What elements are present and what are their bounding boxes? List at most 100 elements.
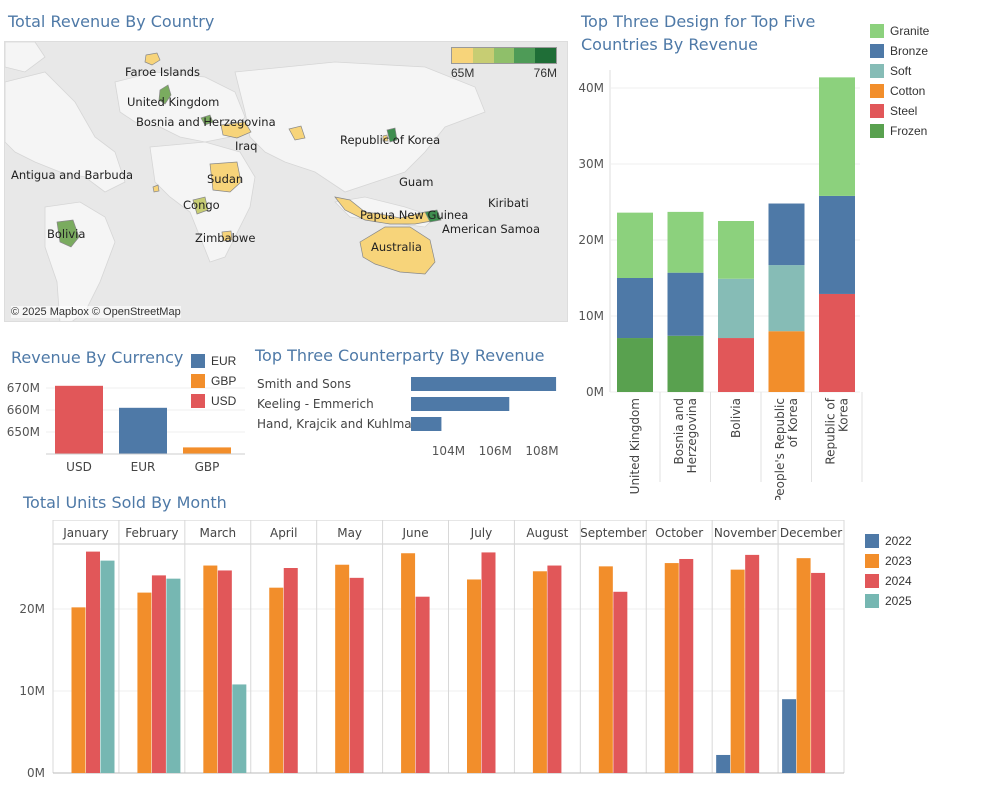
counterparty-label: Smith and Sons: [257, 377, 351, 391]
units-bar-2024[interactable]: [283, 568, 298, 773]
units-bar-2024[interactable]: [86, 551, 100, 773]
currency-bar-gbp[interactable]: [183, 447, 231, 454]
units-bar-2024[interactable]: [679, 558, 694, 773]
design-xtick: Korea: [837, 398, 851, 432]
design-legend-item-frozen[interactable]: Frozen: [870, 123, 927, 139]
legend-step-3: [493, 48, 515, 63]
map-area[interactable]: 65M 76M Faroe Islands United Kingdom Bos…: [4, 41, 568, 322]
map-attribution[interactable]: © 2025 Mapbox © OpenStreetMap: [11, 306, 181, 318]
currency-legend-item-label: EUR: [211, 354, 237, 368]
design-legend-item-bronze[interactable]: Bronze: [870, 43, 928, 59]
design-legend-item-steel[interactable]: Steel: [870, 103, 917, 119]
world-map[interactable]: [5, 42, 568, 322]
design-bar-bronze[interactable]: [819, 195, 855, 294]
design-bar-soft[interactable]: [768, 265, 805, 332]
design-xtick: United Kingdom: [628, 398, 642, 494]
units-bar-2023[interactable]: [730, 569, 745, 773]
units-legend-item-2023[interactable]: 2023: [865, 553, 912, 569]
design-bar-bronze[interactable]: [768, 203, 805, 266]
currency-legend-item-gbp[interactable]: GBP: [191, 373, 236, 389]
design-bar-steel[interactable]: [819, 293, 855, 392]
design-bar-bronze[interactable]: [617, 278, 653, 339]
design-legend-item-cotton[interactable]: Cotton: [870, 83, 925, 99]
design-legend-item-label: Frozen: [890, 124, 928, 138]
design-chart[interactable]: 0M 10M 20M 30M 40M United Kingdom Bosnia and He…: [570, 70, 870, 500]
design-ytick: 40M: [578, 81, 604, 95]
design-bar-cotton[interactable]: [768, 331, 805, 392]
units-month-label: October: [655, 526, 703, 540]
units-bar-2023[interactable]: [664, 563, 679, 773]
currency-ytick: 660M: [7, 403, 40, 417]
bosnia-shape: [200, 114, 214, 126]
map-label-png: Papua New Guinea: [360, 208, 469, 222]
units-month-label: February: [125, 526, 178, 540]
design-bar-granite[interactable]: [819, 77, 855, 196]
units-bar-2025[interactable]: [100, 560, 115, 773]
units-bar-2023[interactable]: [532, 571, 547, 773]
units-legend-item-2022[interactable]: 2022: [865, 533, 912, 549]
legend-step-5: [535, 48, 556, 63]
australia-shape: [359, 226, 436, 275]
units-bar-2023[interactable]: [796, 558, 811, 773]
units-bar-2022[interactable]: [716, 754, 731, 773]
design-bar-granite[interactable]: [617, 212, 653, 278]
currency-bar-usd[interactable]: [55, 385, 103, 454]
units-bar-2024[interactable]: [151, 575, 166, 773]
units-bar-2023[interactable]: [269, 587, 284, 773]
units-legend-item-2025[interactable]: 2025: [865, 593, 912, 609]
design-xtick: Bolivia: [729, 398, 743, 438]
units-bar-2024[interactable]: [217, 570, 232, 773]
map-label-bolivia: Bolivia: [47, 227, 86, 241]
units-title: Total Units Sold By Month: [23, 493, 227, 512]
counterparty-bar[interactable]: [411, 377, 557, 391]
units-bar-2022[interactable]: [782, 699, 797, 773]
units-bar-2023[interactable]: [203, 565, 218, 773]
units-month-label: March: [199, 526, 236, 540]
counterparty-bar[interactable]: [411, 417, 442, 431]
units-bar-2023[interactable]: [598, 566, 613, 773]
counterparty-chart[interactable]: Smith and Sons Keeling - Emmerich Hand, Kr…: [250, 370, 580, 465]
units-legend-item-swatch: [865, 574, 879, 588]
design-legend-item-granite[interactable]: Granite: [870, 23, 929, 39]
units-bar-2024[interactable]: [415, 596, 430, 773]
currency-legend-item-eur[interactable]: EUR: [191, 353, 236, 369]
design-xtick: People's Republic: [773, 398, 787, 500]
units-bar-2023[interactable]: [467, 579, 481, 773]
currency-bar-eur[interactable]: [119, 407, 167, 454]
counterparty-xtick: 106M: [479, 444, 512, 458]
map-legend: 65M 76M: [451, 47, 557, 80]
map-label-guam: Guam: [399, 175, 434, 189]
counterparty-title: Top Three Counterparty By Revenue: [255, 346, 545, 365]
units-bar-2024[interactable]: [811, 572, 826, 773]
units-bar-2024[interactable]: [547, 565, 562, 773]
units-bar-2024[interactable]: [481, 552, 496, 773]
counterparty-bar[interactable]: [411, 397, 510, 411]
units-bar-2023[interactable]: [335, 564, 350, 773]
map-label-uk: United Kingdom: [127, 95, 220, 109]
design-bar-frozen[interactable]: [617, 338, 653, 392]
units-bar-2023[interactable]: [71, 607, 86, 773]
design-bar-granite[interactable]: [718, 221, 754, 279]
units-bar-2024[interactable]: [745, 554, 760, 773]
currency-legend-item-swatch: [191, 354, 205, 368]
counterparty-xtick: 108M: [525, 444, 558, 458]
design-bar-granite[interactable]: [667, 211, 704, 273]
units-bar-2024[interactable]: [613, 591, 628, 773]
design-legend-item-soft[interactable]: Soft: [870, 63, 911, 79]
units-bar-2023[interactable]: [137, 592, 152, 773]
units-ytick: 0M: [27, 766, 45, 780]
currency-chart[interactable]: 650M 660M 670M USD EUR GBP: [0, 370, 250, 480]
units-bar-2023[interactable]: [401, 553, 416, 773]
design-bar-steel[interactable]: [718, 338, 754, 392]
map-label-faroe: Faroe Islands: [125, 65, 201, 79]
units-legend-item-2024[interactable]: 2024: [865, 573, 912, 589]
units-bar-2024[interactable]: [349, 577, 364, 773]
units-bar-2025[interactable]: [232, 684, 247, 773]
units-chart[interactable]: 0M 10M 20M January February March April May June…: [0, 520, 860, 780]
design-bar-frozen[interactable]: [667, 335, 704, 392]
design-bar-bronze[interactable]: [667, 272, 704, 336]
design-bar-soft[interactable]: [718, 278, 754, 339]
design-legend-item-swatch: [870, 64, 884, 78]
units-bar-2025[interactable]: [166, 578, 181, 773]
currency-legend-item-usd[interactable]: USD: [191, 393, 236, 409]
